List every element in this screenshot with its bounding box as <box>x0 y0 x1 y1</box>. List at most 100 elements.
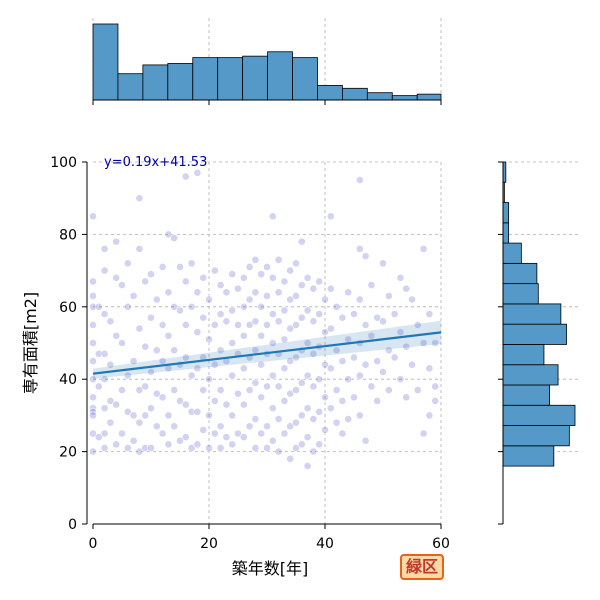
scatter-point <box>89 357 97 365</box>
scatter-point <box>228 411 237 420</box>
x-hist-bar <box>391 95 418 101</box>
scatter-point <box>222 288 231 297</box>
scatter-point <box>268 436 277 445</box>
scatter-point <box>152 422 161 431</box>
scatter-point <box>152 346 161 355</box>
scatter-point <box>106 317 115 326</box>
y-hist-bar <box>502 384 550 406</box>
scatter-point <box>193 168 202 177</box>
scatter-point <box>112 237 121 246</box>
scatter-point <box>379 317 387 326</box>
y-hist-bar <box>502 445 555 467</box>
scatter-point <box>158 263 167 271</box>
scatter-point <box>344 288 353 297</box>
scatter-point <box>263 263 271 271</box>
scatter-point <box>164 411 173 420</box>
scatter-point <box>239 331 248 340</box>
scatter-point <box>321 328 329 337</box>
scatter-point <box>373 313 382 322</box>
scatter-point <box>292 386 300 394</box>
scatter-point <box>181 320 190 329</box>
scatter-point <box>274 415 283 423</box>
scatter-point <box>106 360 115 369</box>
scatter-point <box>292 418 300 427</box>
scatter-point <box>170 346 179 355</box>
x-hist-bar <box>142 64 169 101</box>
scatter-point <box>297 281 306 289</box>
scatter-point <box>280 306 289 315</box>
scatter-point <box>286 357 295 365</box>
scatter-point <box>239 433 248 442</box>
scatter-point <box>123 371 132 380</box>
scatter-point <box>216 444 225 452</box>
x-tick-label: 20 <box>200 536 218 552</box>
scatter-point <box>210 320 219 329</box>
scatter-point <box>135 244 144 253</box>
scatter-point <box>181 277 190 286</box>
scatter-point <box>216 422 225 431</box>
scatter-point <box>338 313 347 322</box>
scatter-point <box>129 411 138 420</box>
scatter-point <box>112 400 121 409</box>
y-hist-bar <box>502 283 539 305</box>
scatter-point <box>367 331 376 340</box>
scatter-point <box>100 349 109 358</box>
scatter-point <box>112 331 121 340</box>
scatter-point <box>176 263 184 271</box>
scatter-point <box>94 382 103 391</box>
scatter-point <box>297 378 306 387</box>
scatter-point <box>112 273 121 282</box>
scatter-point <box>297 237 306 246</box>
scatter-point <box>135 386 144 394</box>
y-tick-label: 40 <box>59 372 77 388</box>
regression-line <box>92 320 442 379</box>
scatter-point <box>147 444 155 452</box>
scatter-point <box>355 176 364 184</box>
scatter-point <box>274 255 283 264</box>
x-hist-bar <box>292 57 318 101</box>
scatter-point <box>152 295 161 304</box>
x-tick-label: 60 <box>432 536 450 552</box>
scatter-point <box>210 429 219 438</box>
tick-labels: 0 20 40 60 0 20 40 60 80 100 <box>50 155 450 552</box>
scatter-point <box>106 418 115 427</box>
scatter-point <box>123 302 132 311</box>
scatter-point <box>303 433 312 442</box>
scatter-point <box>326 284 335 293</box>
scatter-point <box>297 411 306 420</box>
scatter-point <box>286 422 295 431</box>
scatter-point <box>199 313 208 322</box>
scatter-point <box>425 310 434 318</box>
scatter-point <box>100 266 109 275</box>
scatter-point <box>338 429 347 438</box>
scatter-point <box>123 259 132 268</box>
y-hist-bar <box>502 262 538 285</box>
scatter-point <box>141 444 150 452</box>
scatter-point <box>402 393 411 402</box>
scatter-point <box>303 339 312 347</box>
scatter-point <box>100 429 109 438</box>
scatter-point <box>239 364 248 373</box>
scatter-point <box>251 317 260 326</box>
scatter-point <box>263 422 271 431</box>
y-hist-bar <box>502 323 567 345</box>
scatter-point <box>100 404 109 413</box>
scatter-point <box>181 400 190 409</box>
scatter-point <box>89 277 97 286</box>
scatter-point <box>367 281 376 289</box>
scatter-point <box>251 415 260 423</box>
scatter-point <box>367 382 376 391</box>
y-hist-bar <box>502 344 545 366</box>
scatter-point <box>222 433 231 442</box>
axes <box>82 99 504 529</box>
scatter-point <box>210 266 219 275</box>
scatter-point <box>234 284 242 293</box>
top-histogram <box>92 23 442 101</box>
scatter-point <box>350 393 358 402</box>
scatter-point <box>390 353 399 362</box>
scatter-point <box>199 386 208 394</box>
scatter-point <box>170 422 179 431</box>
x-hist-bar <box>217 57 244 101</box>
scatter-point <box>147 404 155 413</box>
